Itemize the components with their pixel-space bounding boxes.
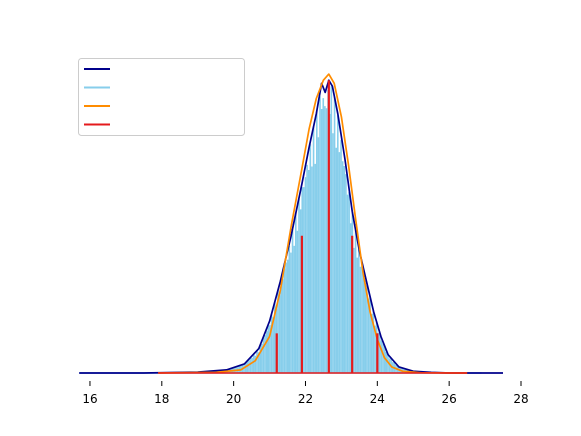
x-tick-label: 24	[370, 392, 385, 406]
series-2	[158, 73, 468, 374]
legend	[78, 58, 245, 136]
x-tick-label: 26	[442, 392, 457, 406]
plot-area	[79, 73, 503, 374]
x-axis: 16 18 20 22 24 26 28	[82, 381, 529, 406]
x-tick-label: 22	[298, 392, 313, 406]
series-2-line	[158, 73, 468, 374]
legend-box	[78, 58, 245, 136]
x-tick-label: 28	[513, 392, 528, 406]
x-tick-label: 16	[82, 392, 97, 406]
x-tick-label: 20	[226, 392, 241, 406]
x-tick-label: 18	[154, 392, 169, 406]
series-3	[275, 80, 379, 373]
